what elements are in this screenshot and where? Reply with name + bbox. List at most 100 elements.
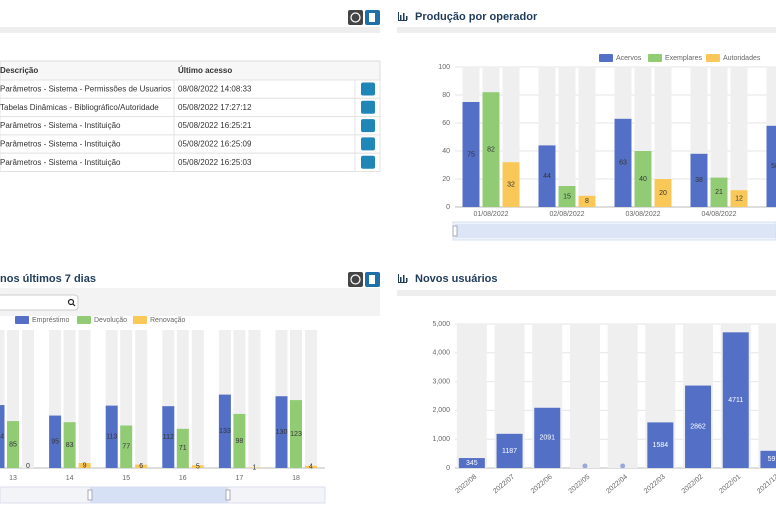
value-label: 20 <box>659 190 667 197</box>
value-label: 63 <box>619 160 627 167</box>
x-tick-label: 18 <box>292 475 300 482</box>
value-label: 32 <box>507 181 515 188</box>
table-cell: Parâmetros - Sistema - Instituição <box>0 140 121 149</box>
value-label: 6 <box>139 463 143 470</box>
x-tick-label: 03/08/2022 <box>625 211 660 218</box>
bar <box>49 415 62 468</box>
bar-background <box>758 324 776 468</box>
bar <box>7 421 19 468</box>
help-button[interactable] <box>348 10 363 25</box>
bar-background <box>305 330 317 468</box>
search-box[interactable] <box>0 294 79 311</box>
bar <box>690 153 708 207</box>
x-tick-label: 02/08/2022 <box>549 211 584 218</box>
table-cell: 05/08/2022 16:25:21 <box>178 121 252 130</box>
bar <box>760 450 776 468</box>
y-tick-label: 60 <box>442 120 450 127</box>
bar <box>0 405 5 468</box>
bar-background <box>0 330 5 468</box>
bar-background <box>456 324 487 468</box>
y-tick-label: 4,000 <box>432 350 450 357</box>
help-button[interactable] <box>348 272 363 287</box>
bar-background <box>78 330 91 468</box>
bar <box>462 102 480 207</box>
bar-background <box>730 67 748 207</box>
bar <box>305 465 317 468</box>
value-label: 95 <box>51 439 59 446</box>
value-label: 38 <box>695 177 703 184</box>
y-tick-label: 100 <box>438 64 450 71</box>
open-button[interactable] <box>361 137 375 151</box>
value-label: 85 <box>9 441 17 448</box>
open-button[interactable] <box>361 119 375 133</box>
chart-title: Novos usuários <box>415 273 498 285</box>
value-label: 75 <box>467 151 475 158</box>
table-cell: Parâmetros - Sistema - Instituição <box>0 121 121 130</box>
open-button[interactable] <box>361 100 375 114</box>
legend-swatch <box>77 316 91 324</box>
open-button[interactable] <box>361 82 375 96</box>
bar-background <box>191 330 204 468</box>
value-label: 345 <box>466 460 478 467</box>
x-tick-label: 2022/03 <box>643 474 667 496</box>
legend-swatch <box>599 54 613 62</box>
x-tick-label: 2022/04 <box>605 474 629 496</box>
panel-divider <box>0 27 380 33</box>
bar <box>534 407 561 468</box>
value-label: 15 <box>563 193 571 200</box>
bar <box>63 422 76 468</box>
x-tick-label: 2022/02 <box>681 474 705 496</box>
bar <box>78 463 91 468</box>
x-tick-label: 2022/05 <box>568 474 592 496</box>
y-tick-label: 0 <box>446 204 450 211</box>
x-tick-label: 04/08/2022 <box>701 211 736 218</box>
bar <box>458 458 485 468</box>
table-cell: Parâmetros - Sistema - Instituição <box>0 158 121 167</box>
bar-background <box>710 67 728 207</box>
value-label: 12 <box>735 195 743 202</box>
export-button[interactable] <box>365 272 380 287</box>
value-label: 133 <box>219 428 231 435</box>
x-tick-label: 01/08/2022 <box>473 211 508 218</box>
bar <box>233 413 246 468</box>
open-button[interactable] <box>361 155 375 169</box>
value-label: 0 <box>26 463 30 470</box>
y-tick-label: 2,000 <box>432 407 450 414</box>
value-label: 9 <box>83 462 87 469</box>
chart-icon <box>398 274 408 283</box>
bar <box>685 385 712 468</box>
y-tick-label: 3,000 <box>432 378 450 385</box>
bar <box>647 422 674 468</box>
zoom-slider[interactable] <box>452 221 776 241</box>
value-label: 4 <box>309 464 313 471</box>
legend-swatch <box>15 316 29 324</box>
value-label: 123 <box>290 431 302 438</box>
export-button[interactable] <box>365 10 380 25</box>
bar-background <box>607 324 638 468</box>
value-label: 8 <box>585 198 589 205</box>
bar-background <box>569 324 600 468</box>
y-tick-label: 20 <box>442 176 450 183</box>
bar-background <box>135 330 148 468</box>
value-label: 1584 <box>653 442 669 449</box>
table-cell: Parâmetros - Sistema - Permissões de Usu… <box>0 85 171 94</box>
legend-label: Renovação <box>150 317 186 324</box>
zoom-slider[interactable] <box>0 486 326 504</box>
value-label: 112 <box>163 434 174 441</box>
value-label: 4711 <box>728 397 743 404</box>
bar <box>162 406 175 468</box>
value-label: 83 <box>66 442 74 449</box>
bar <box>558 186 576 207</box>
legend-label: Exemplares <box>665 55 702 62</box>
chart-title: nos últimos 7 dias <box>0 273 96 285</box>
bar-background <box>248 330 261 468</box>
bar <box>176 428 189 468</box>
value-label: 82 <box>487 146 495 153</box>
column-header: Descrição <box>0 66 38 75</box>
x-tick-label: 17 <box>236 475 244 482</box>
y-tick-label: 80 <box>442 92 450 99</box>
legend-label: Acervos <box>616 55 642 62</box>
bar <box>538 145 556 207</box>
bar <box>578 195 596 207</box>
value-label: 5 <box>196 463 200 470</box>
